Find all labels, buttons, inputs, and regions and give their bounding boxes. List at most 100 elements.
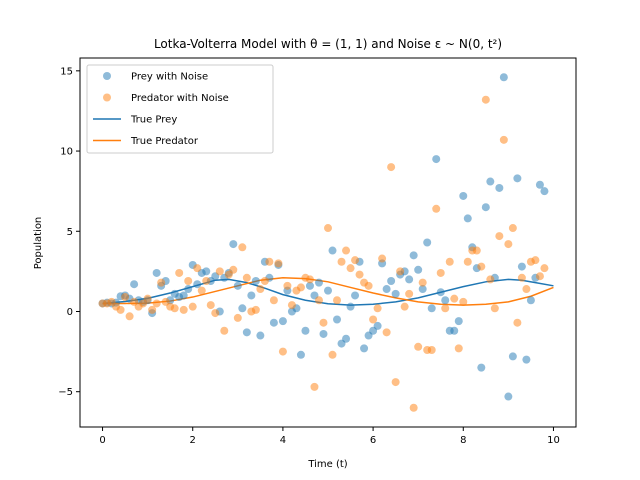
predator-point xyxy=(400,302,409,311)
prey-point xyxy=(454,317,463,326)
prey-point xyxy=(233,281,242,290)
prey-point xyxy=(526,296,535,305)
legend-frame xyxy=(86,64,274,154)
predator-point xyxy=(116,305,125,314)
predator-point xyxy=(373,304,382,313)
predator-point xyxy=(499,135,508,144)
predator-point xyxy=(355,270,364,279)
plot-area xyxy=(98,73,554,412)
prey-point xyxy=(333,315,342,324)
prey-point xyxy=(409,251,418,260)
x-tick-label: 6 xyxy=(370,435,376,446)
x-tick-label: 0 xyxy=(99,435,105,446)
predator-point xyxy=(396,267,405,276)
y-axis-label: Population xyxy=(33,217,44,270)
legend: Prey with Noise Predator with Noise True P… xyxy=(86,64,274,154)
predator-point xyxy=(450,294,459,303)
predator-point xyxy=(382,328,391,337)
legend-true-predator-label: True Predator xyxy=(130,136,199,147)
predator-point xyxy=(409,403,418,412)
prey-point xyxy=(328,246,337,255)
predator-point xyxy=(414,342,423,351)
prey-point xyxy=(382,285,391,294)
prey-point xyxy=(540,187,549,196)
legend-predator-noise-marker xyxy=(103,93,111,102)
x-tick-label: 2 xyxy=(190,435,196,446)
prey-point xyxy=(296,350,305,359)
predator-point xyxy=(459,297,468,306)
prey-point xyxy=(414,265,423,274)
prey-point xyxy=(324,286,332,295)
predator-point xyxy=(454,344,463,353)
predator-point xyxy=(351,256,360,265)
predator-point xyxy=(405,289,414,298)
predator-point xyxy=(265,257,274,266)
prey-point xyxy=(278,317,287,326)
y-tick-label: 0 xyxy=(67,307,73,318)
prey-point xyxy=(256,331,265,340)
chart-title: Lotka-Volterra Model with θ = (1, 1) and… xyxy=(154,37,502,51)
predator-point xyxy=(242,273,251,282)
predator-point xyxy=(170,304,179,313)
predator-point xyxy=(486,275,495,284)
predator-point xyxy=(337,257,346,266)
prey-point xyxy=(130,280,139,289)
prey-point xyxy=(373,321,382,330)
prey-point xyxy=(391,289,400,298)
predator-point xyxy=(193,264,202,273)
predator-point xyxy=(427,345,436,354)
prey-point xyxy=(251,277,260,285)
predator-point xyxy=(445,257,454,266)
predator-point xyxy=(287,301,296,310)
predator-point xyxy=(391,378,400,387)
prey-point xyxy=(202,267,211,276)
prey-point xyxy=(495,183,504,192)
predator-point xyxy=(513,318,522,327)
predator-point xyxy=(283,281,292,290)
predator-point xyxy=(121,293,130,302)
legend-prey-noise-marker xyxy=(103,72,111,80)
predator-point xyxy=(157,278,166,287)
predator-point xyxy=(387,163,396,172)
predator-point xyxy=(233,313,242,322)
prey-point xyxy=(405,275,414,284)
prey-point xyxy=(513,174,522,183)
prey-point xyxy=(193,280,202,289)
prey-point xyxy=(346,302,355,311)
prey-point xyxy=(418,285,427,294)
predator-point xyxy=(378,254,387,263)
legend-predator-noise-label: Predator with Noise xyxy=(131,93,229,104)
y-tick-label: 15 xyxy=(60,66,73,77)
predator-point xyxy=(517,273,526,282)
prey-point xyxy=(238,304,247,313)
predator-point xyxy=(197,286,206,295)
predator-point xyxy=(369,315,378,324)
predator-point xyxy=(274,259,283,268)
prey-point xyxy=(517,262,526,271)
y-tick-label: 5 xyxy=(67,227,73,238)
prey-point xyxy=(229,240,238,249)
prey-point xyxy=(432,155,441,164)
predator-point xyxy=(314,296,323,305)
predator-point xyxy=(490,304,499,313)
predator-point xyxy=(215,267,224,276)
predator-point xyxy=(418,278,427,287)
predator-point xyxy=(364,281,373,290)
y-tick-label: 10 xyxy=(60,147,73,158)
predator-point xyxy=(346,264,355,273)
predator-point xyxy=(260,277,269,285)
prey-point xyxy=(360,344,369,353)
predator-point xyxy=(333,296,342,305)
predator-point xyxy=(211,309,220,318)
predator-point xyxy=(508,224,517,233)
predator-point xyxy=(269,296,278,305)
x-axis-label: Time (t) xyxy=(307,459,347,470)
predator-point xyxy=(310,382,319,391)
axes-frame xyxy=(79,57,577,428)
predator-point xyxy=(531,256,540,265)
predator-point xyxy=(148,305,157,314)
predator-point xyxy=(220,326,229,335)
x-tick-label: 8 xyxy=(460,435,466,446)
predator-point xyxy=(432,204,441,213)
